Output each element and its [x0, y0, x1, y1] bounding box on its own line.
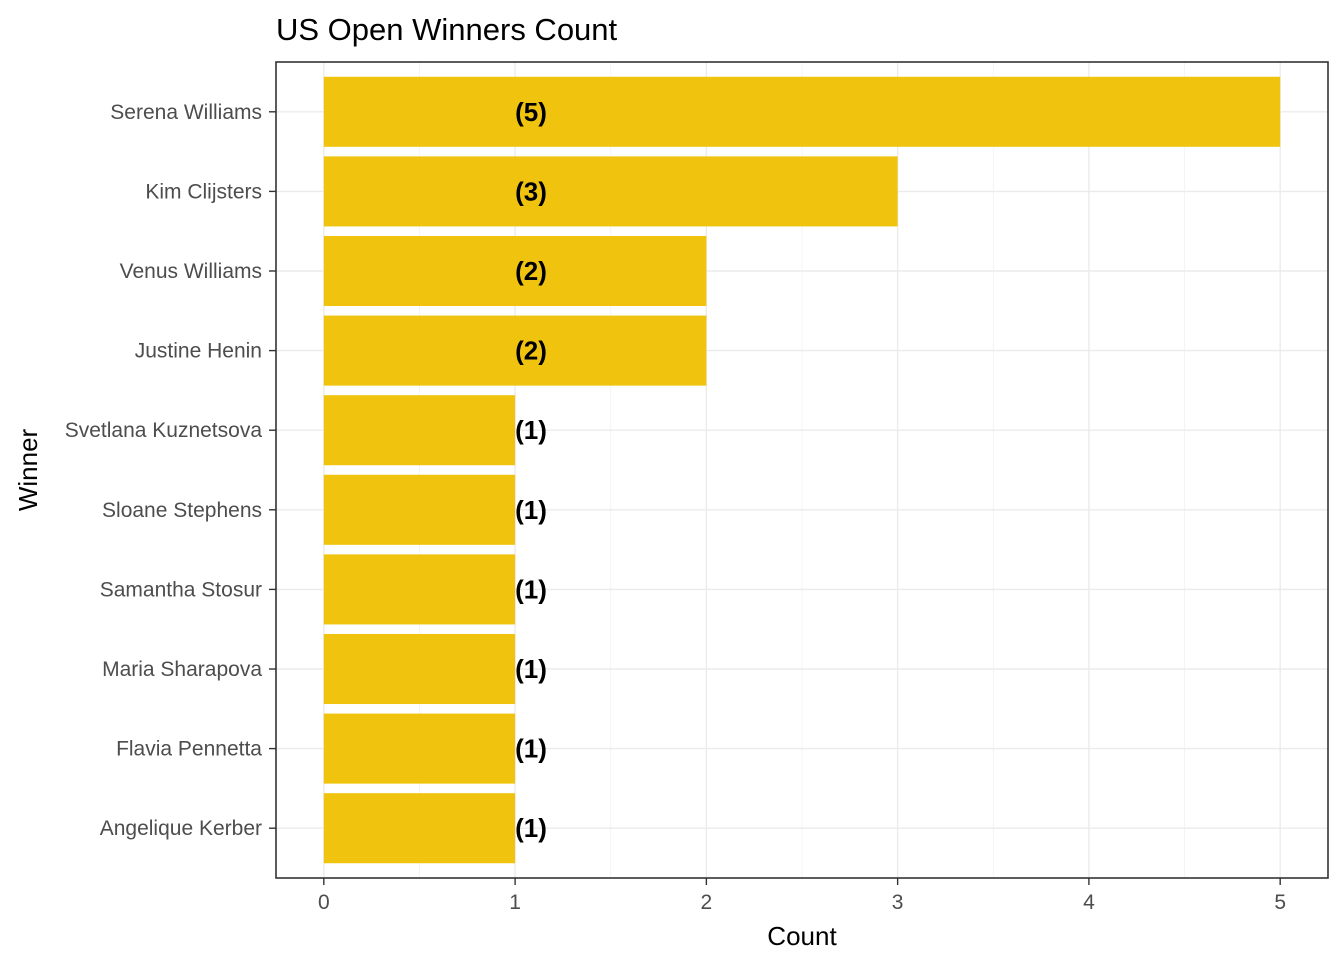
data-label: (5): [515, 97, 547, 127]
panel-border: [275, 61, 1329, 879]
data-label: (2): [515, 256, 547, 286]
bar: [323, 793, 516, 864]
data-label: (1): [515, 734, 547, 764]
bar: [323, 474, 516, 545]
chart-title: US Open Winners Count: [276, 12, 618, 47]
data-label: (1): [515, 415, 547, 445]
x-tick-label: 2: [701, 891, 713, 914]
y-tick-label: Venus Williams: [120, 260, 262, 283]
data-label: (3): [515, 176, 547, 206]
data-label: (1): [515, 654, 547, 684]
x-tick-label: 4: [1083, 891, 1095, 914]
y-tick-label: Sloane Stephens: [102, 499, 262, 522]
bar: [323, 235, 707, 307]
y-tick-label: Angelique Kerber: [100, 817, 262, 840]
x-axis: 0 1 2 3 4 5: [318, 878, 1286, 914]
bar: [323, 76, 1281, 147]
bar: [323, 315, 707, 386]
data-label: (1): [515, 574, 547, 604]
data-labels: (5) (3) (2) (2) (1) (1) (1) (1) (1) (1): [515, 97, 547, 843]
bars: [323, 76, 1281, 864]
data-label: (2): [515, 336, 547, 366]
y-tick-label: Svetlana Kuznetsova: [65, 419, 263, 442]
y-tick-label: Serena Williams: [110, 101, 262, 124]
y-axis-title: Winner: [13, 428, 43, 511]
x-tick-label: 3: [892, 891, 904, 914]
bar: [323, 554, 516, 625]
bar: [323, 713, 516, 784]
y-tick-label: Justine Henin: [135, 340, 262, 363]
bar: [323, 156, 898, 227]
data-label: (1): [515, 495, 547, 525]
y-tick-label: Maria Sharapova: [102, 658, 262, 681]
bar: [323, 633, 516, 705]
x-tick-label: 5: [1274, 891, 1286, 914]
y-tick-label: Samantha Stosur: [100, 578, 262, 601]
y-axis: Serena Williams Kim Clijsters Venus Willia…: [65, 101, 276, 840]
y-tick-label: Flavia Pennetta: [116, 738, 262, 761]
x-tick-label: 0: [318, 891, 330, 914]
bar: [323, 395, 516, 466]
x-tick-label: 1: [509, 891, 521, 914]
data-label: (1): [515, 813, 547, 843]
x-axis-title: Count: [767, 921, 837, 951]
y-tick-label: Kim Clijsters: [145, 180, 262, 203]
